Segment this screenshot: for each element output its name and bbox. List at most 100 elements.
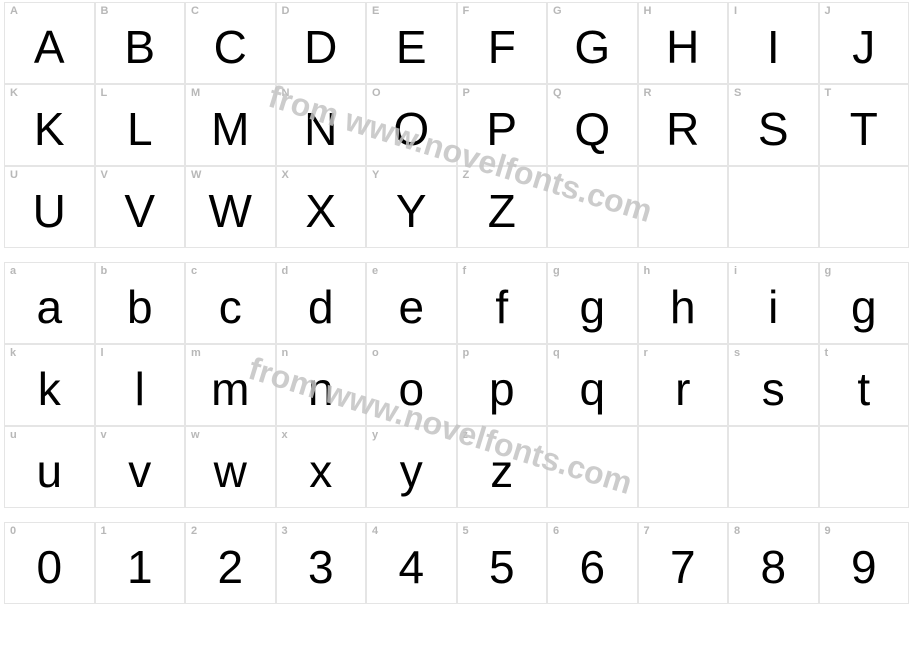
glyph-cell-label: p (463, 348, 470, 359)
glyph-cell-label: F (463, 6, 470, 17)
glyph-cell: gg (819, 262, 910, 344)
glyph-cell: tt (819, 344, 910, 426)
glyph-cell-label: n (282, 348, 289, 359)
glyph-cell-label: D (282, 6, 290, 17)
glyph: K (34, 106, 65, 152)
glyph: D (304, 24, 337, 70)
glyph: 3 (308, 544, 334, 590)
glyph-cell-label: d (282, 266, 289, 277)
glyph-cell-label: b (101, 266, 108, 277)
glyph-cell: bb (95, 262, 186, 344)
glyph: L (127, 106, 153, 152)
glyph-section-uppercase: AABBCCDDEEFFGGHHIIJJKKLLMMNNOOPPQQRRSSTT… (4, 2, 909, 248)
glyph-cell: ee (366, 262, 457, 344)
glyph-section-digits: 00112233445566778899 (4, 522, 909, 604)
glyph: I (767, 24, 780, 70)
glyph-cell: LL (95, 84, 186, 166)
glyph-cell-label: e (372, 266, 378, 277)
glyph-cell-label: 1 (101, 526, 107, 537)
glyph-cell: AA (4, 2, 95, 84)
glyph: w (214, 448, 247, 494)
glyph-cell: cc (185, 262, 276, 344)
font-specimen-root: AABBCCDDEEFFGGHHIIJJKKLLMMNNOOPPQQRRSSTT… (2, 2, 909, 604)
glyph-cell-label: 6 (553, 526, 559, 537)
glyph-cell-label: M (191, 88, 200, 99)
glyph-cell-label: l (101, 348, 104, 359)
glyph-cell-label: P (463, 88, 470, 99)
glyph-cell: XX (276, 166, 367, 248)
glyph-cell: EE (366, 2, 457, 84)
glyph-cell: gg (547, 262, 638, 344)
glyph: d (308, 284, 334, 330)
glyph-cell-empty (819, 426, 910, 508)
glyph: O (393, 106, 429, 152)
glyph-cell: UU (4, 166, 95, 248)
glyph-cell-label: g (825, 266, 832, 277)
glyph-cell-label: I (734, 6, 737, 17)
glyph: U (33, 188, 66, 234)
glyph: m (211, 366, 249, 412)
glyph: E (396, 24, 427, 70)
glyph-cell-label: Q (553, 88, 562, 99)
glyph-cell-label: B (101, 6, 109, 17)
glyph-cell: NN (276, 84, 367, 166)
glyph-cell-empty (638, 426, 729, 508)
section-gap (2, 248, 909, 262)
glyph: 8 (760, 544, 786, 590)
glyph: 6 (579, 544, 605, 590)
glyph-cell-label: H (644, 6, 652, 17)
glyph-cell-label: 7 (644, 526, 650, 537)
glyph-cell-label: f (463, 266, 467, 277)
glyph: 1 (127, 544, 153, 590)
glyph: g (579, 284, 605, 330)
glyph-cell: RR (638, 84, 729, 166)
glyph: r (675, 366, 690, 412)
glyph-cell-label: i (734, 266, 737, 277)
glyph-cell: SS (728, 84, 819, 166)
glyph-cell-empty (728, 166, 819, 248)
glyph-cell-label: K (10, 88, 18, 99)
glyph-cell: PP (457, 84, 548, 166)
glyph: M (211, 106, 249, 152)
glyph-cell-label: 0 (10, 526, 16, 537)
glyph-cell: ZZ (457, 166, 548, 248)
glyph: Q (574, 106, 610, 152)
glyph-cell-empty (547, 426, 638, 508)
glyph-cell-label: S (734, 88, 741, 99)
glyph-cell-label: V (101, 170, 108, 181)
glyph-cell: 66 (547, 522, 638, 604)
glyph: 5 (489, 544, 515, 590)
glyph-cell-label: 8 (734, 526, 740, 537)
glyph-cell: 00 (4, 522, 95, 604)
glyph-cell-label: h (644, 266, 651, 277)
glyph-cell-label: m (191, 348, 201, 359)
glyph: A (34, 24, 65, 70)
glyph-cell: hh (638, 262, 729, 344)
glyph-cell: QQ (547, 84, 638, 166)
glyph-cell-label: o (372, 348, 379, 359)
glyph-cell-label: T (825, 88, 832, 99)
glyph-cell: yy (366, 426, 457, 508)
glyph: b (127, 284, 153, 330)
glyph-cell-label: v (101, 430, 107, 441)
glyph: G (574, 24, 610, 70)
glyph-cell: ff (457, 262, 548, 344)
glyph: J (852, 24, 875, 70)
glyph-cell-label: t (825, 348, 829, 359)
glyph: 2 (217, 544, 243, 590)
glyph-cell-label: u (10, 430, 17, 441)
glyph-cell-label: E (372, 6, 379, 17)
glyph-cell-label: U (10, 170, 18, 181)
glyph-cell-label: N (282, 88, 290, 99)
glyph-cell: MM (185, 84, 276, 166)
glyph: T (850, 106, 878, 152)
glyph-cell: 77 (638, 522, 729, 604)
glyph-cell-label: 2 (191, 526, 197, 537)
glyph-cell: WW (185, 166, 276, 248)
glyph-cell-label: q (553, 348, 560, 359)
glyph: C (214, 24, 247, 70)
glyph-cell: ww (185, 426, 276, 508)
glyph-cell-label: 5 (463, 526, 469, 537)
glyph-cell-label: z (463, 430, 469, 441)
glyph-cell: ss (728, 344, 819, 426)
